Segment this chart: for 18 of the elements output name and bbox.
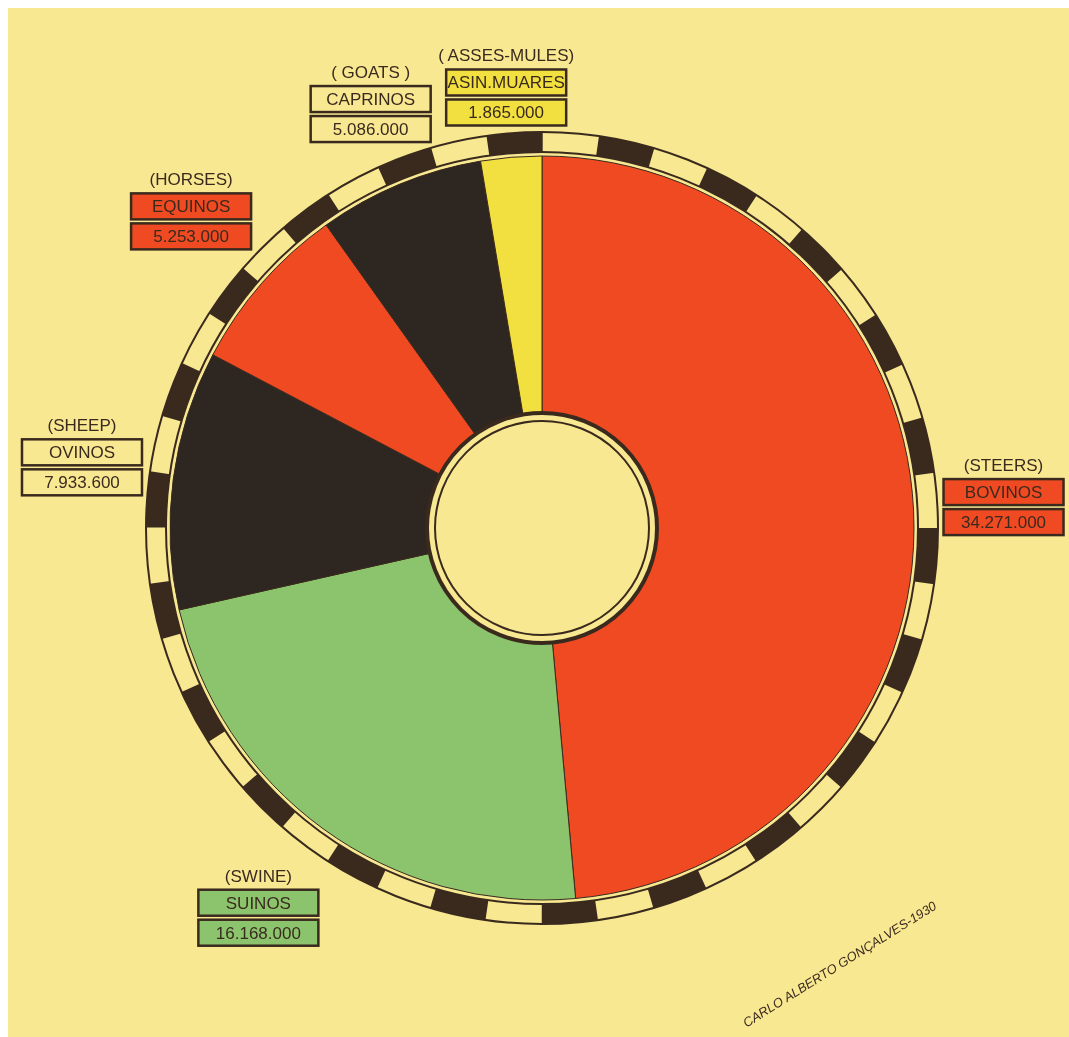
data-label: 16.168.000 <box>215 923 301 943</box>
data-label: 5.253.000 <box>153 227 229 247</box>
slice-label: ASIN.MUARES <box>447 73 565 93</box>
text: (SHEEP) <box>47 416 117 436</box>
slice-label: CAPRINOS <box>326 90 416 110</box>
slice-label: BOVINOS <box>964 483 1043 503</box>
slice-label: OVINOS <box>48 443 116 463</box>
data-label: 5.086.000 <box>332 120 409 140</box>
data-label: 1.865.000 <box>468 103 544 123</box>
text: ( ASSES-MULES) <box>438 46 575 66</box>
text: (SWINE) <box>224 866 292 886</box>
slice-label: EQUINOS <box>151 197 231 217</box>
data-label: 34.271.000 <box>960 513 1047 533</box>
text: ( GOATS ) <box>331 63 411 83</box>
text: (HORSES) <box>149 170 233 190</box>
slice-label: SUINOS <box>225 893 291 913</box>
text: (STEERS) <box>963 456 1044 476</box>
data-label: 7.933.600 <box>44 473 120 493</box>
